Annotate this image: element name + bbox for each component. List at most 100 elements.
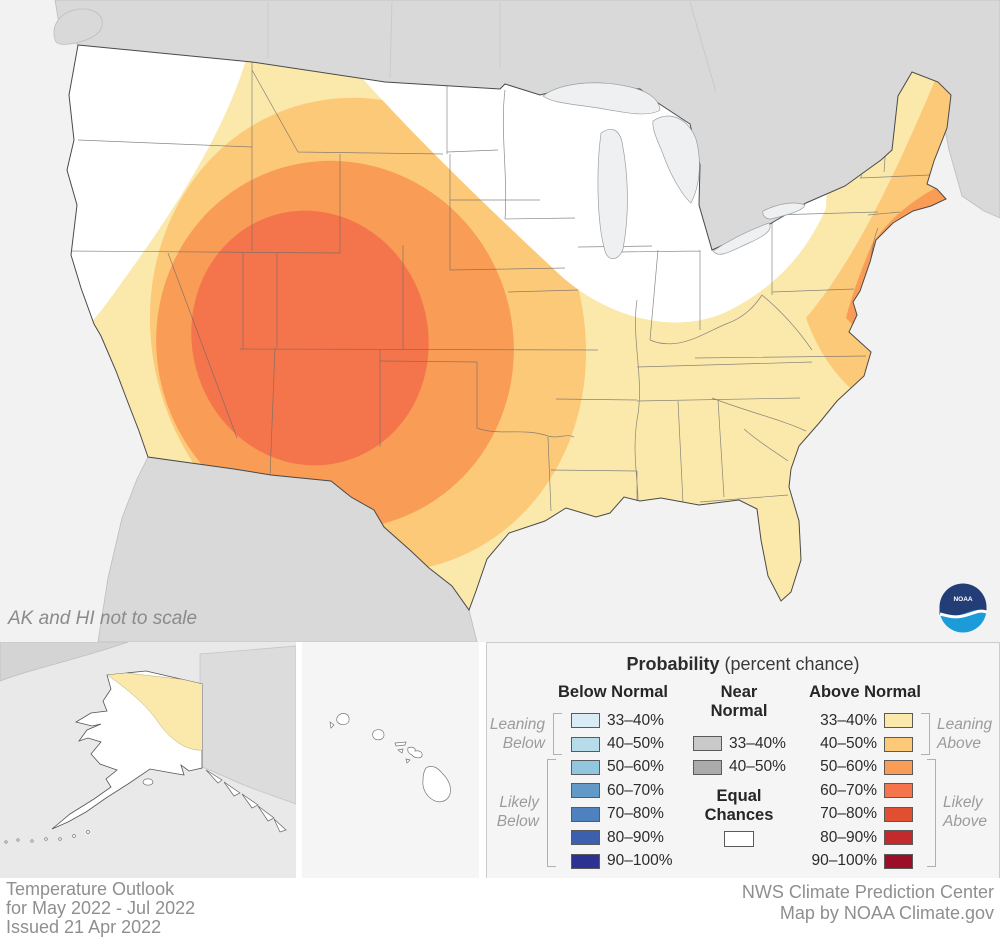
legend-color-swatch xyxy=(884,759,913,775)
legend-header-near-1: Near xyxy=(720,683,758,701)
legend-row-label: 40–50% xyxy=(820,735,877,753)
legend-color-swatch xyxy=(571,830,600,846)
canada-landmass-ak xyxy=(199,645,297,805)
legend-color-swatch xyxy=(884,713,913,729)
lake-ontario xyxy=(762,202,806,220)
alaska-inset xyxy=(0,641,297,878)
island-niihau xyxy=(329,721,335,729)
legend-row: 40–50% xyxy=(693,755,786,778)
legend-row: 70–80% xyxy=(783,803,913,826)
alaska-band-33-40 xyxy=(99,671,202,751)
legend-row: 50–60% xyxy=(571,756,673,779)
equal-chances-northwest xyxy=(67,45,250,332)
legend-header-near-2: Normal xyxy=(710,702,768,720)
legend-row-label: 50–60% xyxy=(607,758,664,776)
legend-row-label: 33–40% xyxy=(607,711,664,729)
footer-title-line3: Issued 21 Apr 2022 xyxy=(6,917,162,937)
great-lakes xyxy=(542,82,806,259)
legend-color-swatch xyxy=(571,783,600,799)
legend-row: 33–40% xyxy=(783,709,913,732)
footer: Temperature Outlook for May 2022 - Jul 2… xyxy=(0,878,1000,938)
lake-huron xyxy=(652,115,700,204)
legend-color-swatch xyxy=(693,759,722,775)
note-leaning-below: Leaning Below xyxy=(489,716,545,752)
legend-row: 90–100% xyxy=(571,849,673,872)
island-maui xyxy=(407,746,423,759)
legend-row: 70–80% xyxy=(571,803,673,826)
vancouver-island xyxy=(53,8,103,45)
note-likely-above: Likely Above xyxy=(943,794,987,830)
legend-row: 80–90% xyxy=(571,826,673,849)
legend-equal-chances-2: Chances xyxy=(704,806,774,824)
lake-superior xyxy=(542,82,661,115)
legend-row: 60–70% xyxy=(571,779,673,802)
footer-title-line1: Temperature Outlook xyxy=(6,879,175,899)
legend-row: 50–60% xyxy=(783,756,913,779)
legend-title-bold: Probability xyxy=(626,654,720,674)
legend-color-swatch xyxy=(884,830,913,846)
conus-map: AK and HI not to scale NOAA xyxy=(0,0,1000,642)
legend-panel: Probability (percent chance) Below Norma… xyxy=(486,642,1000,880)
legend-title: Probability (percent chance) xyxy=(487,654,999,675)
hawaii-islands xyxy=(329,713,451,803)
legend-color-swatch xyxy=(571,736,600,752)
legend-color-swatch xyxy=(884,806,913,822)
legend-color-swatch xyxy=(693,736,722,752)
legend-row-label: 33–40% xyxy=(729,734,786,752)
logo-text: NOAA xyxy=(953,596,972,603)
bracket-leaning-above xyxy=(921,713,930,755)
legend-row-label: 33–40% xyxy=(820,711,877,729)
legend-header-below: Below Normal xyxy=(557,683,669,701)
legend-header-above: Above Normal xyxy=(809,683,921,701)
lake-michigan xyxy=(597,128,628,259)
noaa-logo: NOAA xyxy=(936,582,990,636)
footer-credit-line2: Map by NOAA Climate.gov xyxy=(779,903,994,923)
scale-note: AK and HI not to scale xyxy=(8,608,198,629)
footer-credit-line1: NWS Climate Prediction Center xyxy=(741,882,994,902)
legend-color-swatch xyxy=(571,713,600,729)
island-molokai xyxy=(394,741,407,747)
island-kahoolawe xyxy=(405,758,411,764)
legend-title-rest: (percent chance) xyxy=(719,654,860,674)
alaska-map-canvas xyxy=(0,641,297,878)
bracket-likely-below xyxy=(547,759,556,867)
legend-row-label: 50–60% xyxy=(820,758,877,776)
legend-rows-above: 33–40% 40–50% 50–60% 60–70% 70–80% 80–90% 90–1… xyxy=(783,709,913,873)
bracket-leaning-below xyxy=(553,713,562,755)
hawaii-map-canvas xyxy=(302,642,479,878)
aleutian-islands xyxy=(4,830,90,844)
legend-row: 90–100% xyxy=(783,849,913,872)
logo-sky xyxy=(939,583,987,617)
legend-rows-near: 33–40% 40–50% xyxy=(693,732,786,779)
legend-row-label: 80–90% xyxy=(607,828,664,846)
legend-row-label: 70–80% xyxy=(820,805,877,823)
island-kauai xyxy=(336,713,350,725)
legend-color-swatch xyxy=(571,759,600,775)
legend-color-swatch xyxy=(571,806,600,822)
legend-row-label: 60–70% xyxy=(820,781,877,799)
note-likely-below: Likely Below xyxy=(496,794,539,830)
island-hawaii xyxy=(422,766,451,803)
hawaii-inset xyxy=(302,642,479,878)
alaska-panhandle-islands xyxy=(142,769,287,833)
footer-credit-block: NWS Climate Prediction Center Map by NOA… xyxy=(742,882,994,924)
legend-rows-below: 33–40% 40–50% 50–60% 60–70% 70–80% 80–90% 90–1… xyxy=(571,709,673,873)
legend-color-swatch xyxy=(571,853,600,869)
legend-row-label: 80–90% xyxy=(820,828,877,846)
legend-row-label: 40–50% xyxy=(607,735,664,753)
legend-row-label: 60–70% xyxy=(607,781,664,799)
footer-title-line2: for May 2022 - Jul 2022 xyxy=(6,898,196,918)
band-northeast-40-50 xyxy=(806,58,951,396)
note-leaning-above: Leaning Above xyxy=(937,716,993,752)
legend-color-swatch xyxy=(884,736,913,752)
legend-row: 33–40% xyxy=(693,732,786,755)
legend-row-label: 40–50% xyxy=(729,758,786,776)
lake-erie xyxy=(712,222,771,255)
legend-row: 40–50% xyxy=(571,732,673,755)
legend-row-label: 90–100% xyxy=(607,852,673,870)
conus-map-canvas xyxy=(0,0,1000,642)
footer-title-block: Temperature Outlook for May 2022 - Jul 2… xyxy=(6,880,195,937)
hawaii-ocean xyxy=(302,642,479,878)
logo-seagull-icon xyxy=(939,609,988,619)
